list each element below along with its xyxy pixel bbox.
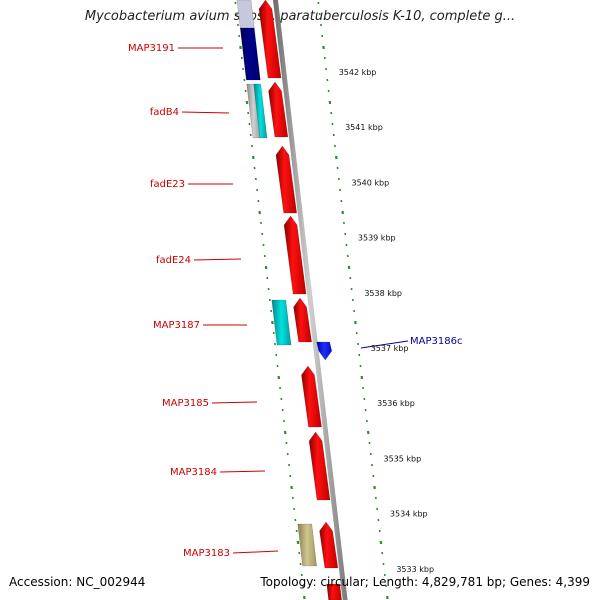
gene-navy[interactable] [239, 27, 261, 81]
topology-stats: Topology: circular; Length: 4,829,781 bp… [260, 575, 590, 589]
label-leader [193, 258, 242, 261]
gene-map3184[interactable] [308, 431, 331, 501]
label-leader [211, 401, 258, 404]
kbp-tick-label: 3536 kbp [377, 399, 415, 408]
kbp-tick-label: 3538 kbp [364, 289, 402, 298]
gene-fade24[interactable] [283, 215, 307, 295]
backbone-track [273, 0, 348, 600]
gene-track [236, 0, 342, 600]
gene-map3186c[interactable] [316, 341, 333, 361]
accession-text: Accession: NC_002944 [9, 575, 146, 589]
gene-khaki[interactable] [297, 523, 317, 567]
gene-labels: MAP3191 fadB4 fadE23 fadE24 MAP3187 MAP3185 MA… [128, 43, 462, 559]
gene-label-map3186c[interactable]: MAP3186c [410, 336, 462, 347]
kbp-tick-label: 3540 kbp [352, 178, 390, 187]
kbp-tick-label: 3533 kbp [396, 565, 434, 574]
gene-fadb4[interactable] [268, 81, 289, 138]
gene-label-map3183[interactable]: MAP3183 [183, 548, 230, 559]
label-leader [181, 111, 230, 114]
kbp-tick-label: 3539 kbp [358, 234, 396, 243]
gene-gray[interactable] [246, 83, 261, 139]
inner-tick-track [234, 1, 306, 600]
gene-cyan-a[interactable] [253, 83, 268, 139]
label-leader [232, 550, 279, 554]
gene-map3183[interactable] [319, 521, 339, 569]
label-leaders [178, 47, 409, 554]
gene-map3191[interactable] [258, 0, 282, 79]
label-leader [360, 340, 409, 349]
kbp-tick-label: 3535 kbp [384, 454, 422, 463]
gene-label-map3185[interactable]: MAP3185 [162, 398, 209, 409]
outer-tick-track [317, 1, 389, 600]
gene-label-map3191[interactable]: MAP3191 [128, 43, 175, 54]
gene-fade23[interactable] [275, 145, 298, 214]
label-leader [219, 470, 266, 473]
gene-map3185[interactable] [301, 365, 322, 428]
gene-label-fade23[interactable]: fadE23 [150, 179, 185, 190]
map-title: Mycobacterium avium subsp. paratuberculo… [84, 9, 516, 24]
gene-label-fadb4[interactable]: fadB4 [150, 107, 179, 118]
kbp-tick-label: 3537 kbp [371, 344, 409, 353]
gene-next[interactable] [326, 583, 342, 600]
gene-cyan-b[interactable] [271, 299, 292, 346]
kbp-scale: 3542 kbp 3541 kbp 3540 kbp 3539 kbp 3538 kbp… [339, 68, 434, 574]
gene-label-map3187[interactable]: MAP3187 [153, 320, 200, 331]
kbp-tick-label: 3542 kbp [339, 68, 377, 77]
gene-label-fade24[interactable]: fadE24 [156, 255, 191, 266]
gene-label-map3184[interactable]: MAP3184 [170, 467, 217, 478]
kbp-tick-label: 3534 kbp [390, 510, 428, 519]
gene-map3187[interactable] [293, 297, 313, 343]
gene-upstream-light[interactable] [236, 0, 255, 29]
backbone-line [273, 0, 348, 600]
kbp-tick-label: 3541 kbp [345, 123, 383, 132]
